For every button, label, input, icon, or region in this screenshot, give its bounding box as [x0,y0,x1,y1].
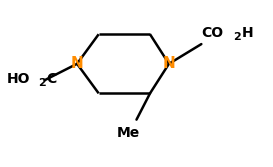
Text: 2: 2 [233,32,241,42]
Text: N: N [162,56,175,71]
Text: HO: HO [7,72,30,86]
Text: H: H [241,26,253,40]
Text: C: C [46,72,56,86]
Text: 2: 2 [38,78,46,88]
Text: CO: CO [201,26,224,40]
Text: Me: Me [117,126,140,140]
Text: N: N [71,56,84,71]
